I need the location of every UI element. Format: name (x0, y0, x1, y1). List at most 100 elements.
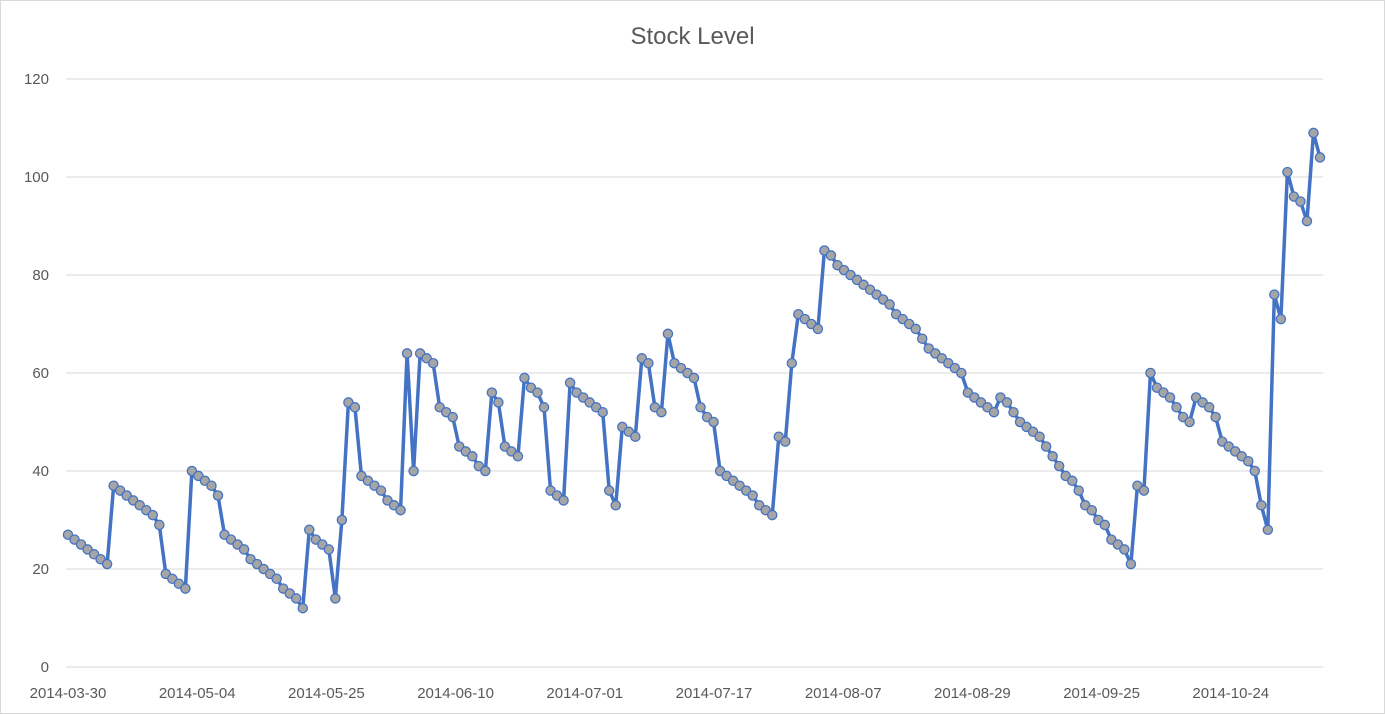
data-point (330, 593, 341, 604)
data-point (532, 387, 543, 398)
data-point (1256, 500, 1267, 511)
data-point (297, 602, 308, 614)
y-tick-label-20: 20 (32, 561, 49, 578)
gridlines (66, 78, 1323, 668)
data-point (1314, 152, 1326, 163)
y-tick-label-60: 60 (32, 365, 49, 382)
data-point (1073, 485, 1084, 496)
data-point (480, 465, 491, 477)
data-point (519, 372, 530, 384)
data-point (180, 583, 191, 594)
data-point (147, 509, 159, 521)
y-tick-label-120: 120 (24, 71, 49, 88)
x-tick-label-2014-07-17: 2014-07-17 (676, 685, 753, 702)
data-point (1308, 127, 1319, 139)
data-point (1099, 519, 1111, 531)
data-point (101, 558, 113, 570)
data-point (812, 323, 824, 335)
data-point (1066, 475, 1078, 487)
data-point (1086, 504, 1098, 516)
data-point (1295, 196, 1306, 207)
data-point (767, 509, 778, 521)
data-point (662, 328, 674, 340)
chart-title: Stock Level (630, 23, 755, 50)
data-point (447, 411, 458, 423)
data-point (1243, 455, 1254, 467)
data-point (1047, 451, 1058, 462)
data-point (427, 357, 439, 369)
data-point (512, 451, 524, 462)
x-tick-label-2014-07-01: 2014-07-01 (546, 685, 623, 702)
data-point (780, 436, 791, 447)
data-point (467, 451, 478, 462)
data-point (1203, 402, 1215, 413)
data-point (643, 357, 654, 369)
data-point (1184, 416, 1195, 428)
data-point (1301, 215, 1313, 227)
data-point (336, 514, 348, 526)
data-point (1269, 289, 1280, 300)
data-point (349, 402, 361, 413)
x-tick-label-2014-05-25: 2014-05-25 (288, 685, 365, 702)
data-point (154, 519, 165, 531)
data-point (375, 485, 387, 496)
data-point (538, 402, 550, 413)
data-point (1040, 441, 1052, 452)
x-tick-label-2014-09-25: 2014-09-25 (1063, 685, 1140, 702)
data-point (597, 406, 608, 418)
data-point (603, 485, 615, 496)
data-point (1262, 524, 1274, 536)
x-tick-label-2014-08-29: 2014-08-29 (934, 685, 1011, 702)
data-point (1171, 402, 1182, 413)
data-point (1282, 166, 1293, 178)
series-line (66, 131, 1322, 610)
data-point (304, 524, 315, 536)
data-point (916, 333, 928, 344)
data-point (825, 250, 837, 261)
data-point (1145, 367, 1156, 379)
data-point (695, 402, 706, 413)
data-point (486, 387, 498, 398)
data-point (630, 431, 641, 442)
data-point (290, 593, 302, 604)
data-point (408, 465, 419, 477)
x-tick-label-2014-06-10: 2014-06-10 (417, 685, 494, 702)
x-tick-label-2014-05-04: 2014-05-04 (159, 685, 236, 702)
data-point (493, 397, 504, 408)
data-point (1034, 431, 1045, 442)
data-point (238, 544, 250, 555)
y-tick-label-80: 80 (32, 267, 49, 284)
data-point (610, 500, 622, 511)
y-tick-label-0: 0 (41, 659, 49, 676)
data-point (1001, 397, 1013, 408)
data-point (558, 495, 569, 506)
data-point (708, 416, 719, 428)
data-point (1210, 411, 1221, 423)
data-point (884, 299, 895, 310)
data-point (271, 573, 282, 585)
y-tick-label-40: 40 (32, 463, 49, 480)
data-point (1053, 460, 1065, 472)
x-tick-label-2014-03-30: 2014-03-30 (30, 685, 107, 702)
data-point (1008, 406, 1019, 418)
data-point (206, 480, 217, 491)
data-point (1275, 313, 1287, 325)
data-point (1119, 544, 1130, 555)
data-point (988, 406, 1000, 418)
data-point (395, 504, 406, 516)
data-point (401, 348, 413, 359)
data-point (910, 323, 921, 335)
x-axis-tick-labels: 2014-03-30 2014-05-04 2014-05-25 2014-06-10… (30, 685, 1270, 702)
data-point (656, 406, 667, 418)
data-point (212, 490, 224, 501)
data-point (747, 490, 758, 501)
data-point (786, 357, 798, 369)
data-point (1164, 392, 1176, 403)
x-tick-label-2014-08-07: 2014-08-07 (805, 685, 882, 702)
data-point (956, 367, 967, 379)
x-tick-label-2014-10-24: 2014-10-24 (1192, 685, 1269, 702)
data-point (323, 544, 335, 555)
data-point (564, 377, 576, 389)
